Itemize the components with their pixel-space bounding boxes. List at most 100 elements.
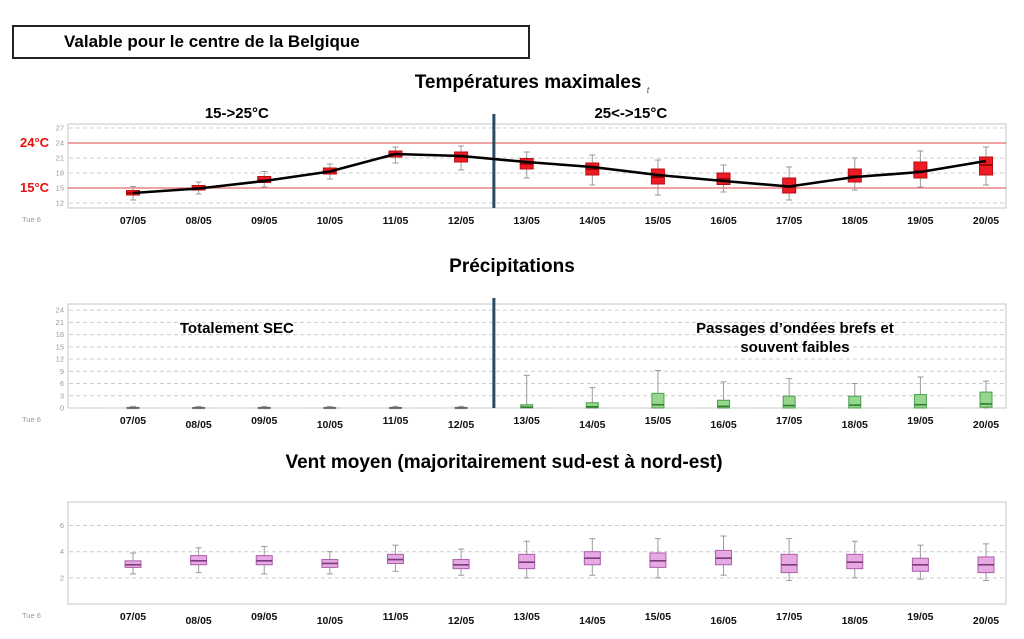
y-axis-tick-label: 24 bbox=[56, 306, 64, 315]
plot-border bbox=[67, 303, 1007, 409]
boxplot-12-05 bbox=[454, 145, 469, 171]
box bbox=[848, 395, 862, 409]
boxplot-18-05 bbox=[847, 157, 862, 191]
boxplot-12-05 bbox=[454, 405, 468, 410]
x-axis-date-label: 17/05 bbox=[776, 215, 802, 227]
box bbox=[782, 395, 796, 409]
x-axis-date-label: 18/05 bbox=[842, 215, 868, 227]
boxplot-18-05 bbox=[846, 540, 864, 579]
x-axis-date-label: 10/05 bbox=[317, 215, 343, 227]
boxplot-14-05 bbox=[585, 154, 600, 186]
boxplot-19-05 bbox=[911, 544, 929, 580]
plot-border bbox=[67, 501, 1007, 605]
x-axis-date-label: 13/05 bbox=[514, 415, 540, 427]
boxplot-20-05 bbox=[977, 543, 995, 581]
y-axis-tick-label: 24 bbox=[56, 139, 64, 148]
x-axis-date-label: 08/05 bbox=[185, 615, 211, 627]
trend-line bbox=[132, 152, 987, 195]
y-axis-tick-label: 27 bbox=[56, 124, 64, 133]
box bbox=[979, 391, 993, 408]
x-axis-date-label: 09/05 bbox=[251, 415, 277, 427]
region-validity-label: Valable pour le centre de la Belgique bbox=[64, 32, 360, 51]
boxplot-20-05 bbox=[979, 380, 993, 409]
y-axis-tick-label: 3 bbox=[60, 391, 64, 400]
x-axis-date-label: 14/05 bbox=[579, 419, 605, 431]
x-axis-date-label: 14/05 bbox=[579, 615, 605, 627]
boxplot-13-05 bbox=[519, 151, 534, 179]
y-axis-tick-label: 15 bbox=[56, 184, 64, 193]
boxplot-14-05 bbox=[583, 538, 601, 576]
x-axis-date-label: 13/05 bbox=[514, 215, 540, 227]
x-axis-date-label: 11/05 bbox=[383, 215, 409, 227]
y-axis-tick-label: 6 bbox=[60, 379, 64, 388]
box bbox=[520, 404, 534, 409]
x-axis-date-label: 16/05 bbox=[710, 215, 736, 227]
reference-line-label: 15°C bbox=[20, 180, 50, 195]
chart-annotation: souvent faibles bbox=[740, 339, 849, 356]
y-axis-tick-label: 18 bbox=[56, 330, 64, 339]
box bbox=[717, 399, 731, 409]
box bbox=[780, 553, 798, 574]
boxplot-08-05 bbox=[190, 547, 208, 574]
x-axis-date-label: 20/05 bbox=[973, 615, 999, 627]
x-axis-date-label: 07/05 bbox=[120, 415, 146, 427]
boxplot-13-05 bbox=[518, 540, 536, 579]
boxplot-11-05 bbox=[388, 405, 402, 410]
boxplot-11-05 bbox=[386, 544, 404, 572]
x-axis-date-label: 11/05 bbox=[383, 611, 409, 623]
boxplot-20-05 bbox=[979, 146, 993, 186]
x-axis-date-label: 19/05 bbox=[907, 215, 933, 227]
y-axis-tick-label: 2 bbox=[60, 573, 64, 582]
chart-annotation: Totalement SEC bbox=[180, 320, 294, 337]
y-axis-tick-label: 12 bbox=[56, 199, 64, 208]
wind-chart-title: Vent moyen (majoritairement sud-est à no… bbox=[285, 452, 723, 473]
x-axis-date-label: 13/05 bbox=[514, 611, 540, 623]
box bbox=[979, 156, 993, 176]
boxplot-19-05 bbox=[913, 376, 927, 409]
x-axis-date-label: 08/05 bbox=[185, 419, 211, 431]
y-axis-tick-label: 6 bbox=[60, 521, 64, 530]
y-axis-tick-label: 9 bbox=[60, 367, 64, 376]
x-axis-date-label: 10/05 bbox=[317, 419, 343, 431]
x-axis-date-label: 18/05 bbox=[842, 615, 868, 627]
boxplot-17-05 bbox=[782, 166, 797, 201]
boxplot-07-05 bbox=[126, 405, 140, 410]
region-validity-box: Valable pour le centre de la Belgique bbox=[12, 25, 530, 59]
x-axis-date-label: 11/05 bbox=[383, 415, 409, 427]
boxplot-16-05 bbox=[715, 535, 733, 576]
boxplot-12-05 bbox=[452, 548, 470, 576]
x-axis-date-label: 12/05 bbox=[448, 215, 474, 227]
axis-corner-label: Tue 6 bbox=[22, 215, 41, 224]
x-axis-date-label: 07/05 bbox=[120, 215, 146, 227]
y-axis-tick-label: 21 bbox=[56, 154, 64, 163]
x-axis-date-label: 16/05 bbox=[710, 615, 736, 627]
boxplot-17-05 bbox=[782, 378, 796, 409]
boxplot-19-05 bbox=[913, 150, 928, 188]
x-axis-date-label: 19/05 bbox=[907, 611, 933, 623]
temperature-boxplot-chart: 12 15 18 21 24 27 24°C 15°C 07/05 08/05 09/05 10/05… bbox=[20, 105, 1007, 227]
x-axis-date-label: 15/05 bbox=[645, 415, 671, 427]
temperature-chart-title-text: Températures maximales bbox=[414, 72, 642, 93]
chart-annotation: 25<->15°C bbox=[594, 105, 667, 122]
x-axis-date-label: 09/05 bbox=[251, 215, 277, 227]
x-axis-date-label: 19/05 bbox=[907, 415, 933, 427]
boxplot-10-05 bbox=[321, 551, 339, 575]
x-axis-date-label: 20/05 bbox=[973, 419, 999, 431]
boxplot-16-05 bbox=[716, 164, 731, 193]
x-axis-date-label: 20/05 bbox=[973, 215, 999, 227]
y-axis-tick-label: 0 bbox=[60, 404, 64, 413]
x-axis-date-label: 18/05 bbox=[842, 419, 868, 431]
y-axis-tick-label: 12 bbox=[56, 355, 64, 364]
boxplot-10-05 bbox=[323, 405, 337, 410]
x-axis-date-label: 09/05 bbox=[251, 611, 277, 623]
boxplot-15-05 bbox=[650, 159, 665, 196]
x-axis-date-label: 17/05 bbox=[776, 611, 802, 623]
boxplot-18-05 bbox=[848, 383, 862, 409]
wind-boxplot-chart: 2 4 6 07/05 08/05 09/05 10/05 11/05 12/05 13/05 14… bbox=[22, 501, 1007, 627]
precipitation-chart-title: Précipitations bbox=[449, 256, 575, 277]
y-axis-tick-label: 4 bbox=[60, 547, 64, 556]
x-axis-date-label: 15/05 bbox=[645, 611, 671, 623]
precipitation-boxplot-chart: 0 3 6 9 12 15 18 21 24 07/05 08/05 09/05 10/05 11/05 1… bbox=[22, 298, 1007, 431]
x-axis-date-label: 10/05 bbox=[317, 615, 343, 627]
y-axis-tick-label: 18 bbox=[56, 169, 64, 178]
